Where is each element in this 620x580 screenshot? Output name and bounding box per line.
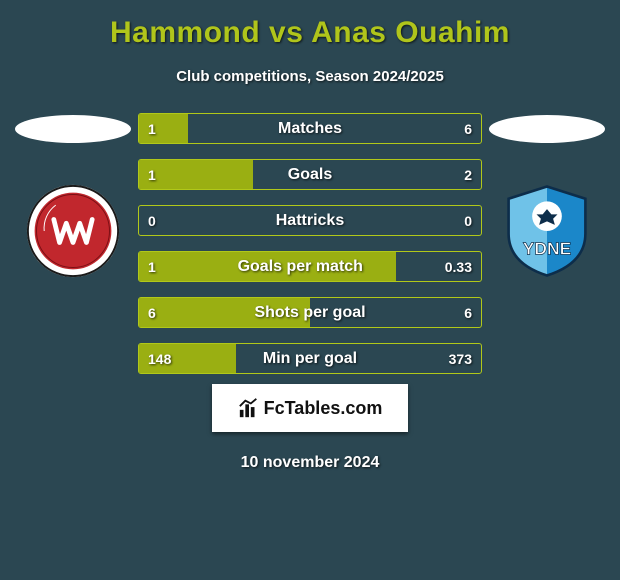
right-value: 6 [464, 305, 472, 321]
left-value: 1 [148, 121, 156, 137]
left-value: 0 [148, 213, 156, 229]
right-value: 6 [464, 121, 472, 137]
logo-text: FcTables.com [264, 398, 383, 419]
stat-label: Matches [278, 120, 342, 138]
chart-icon [238, 397, 260, 419]
stat-label: Min per goal [263, 350, 357, 368]
left-team-column [8, 113, 138, 279]
fctables-logo[interactable]: FcTables.com [212, 384, 408, 432]
subtitle: Club competitions, Season 2024/2025 [176, 68, 444, 85]
comparison-card: Hammond vs Anas Ouahim Club competitions… [0, 0, 620, 580]
sydney-fc-badge-icon: YDNE [499, 183, 595, 279]
left-team-badge [25, 183, 121, 279]
main-layout: 1 Matches 6 1 Goals 2 0 Hattricks 0 1 Goals per ma… [8, 113, 612, 374]
bar-overlay: 148 Min per goal 373 [138, 343, 482, 374]
right-value: 0 [464, 213, 472, 229]
stat-row: 1 Matches 6 [138, 113, 482, 144]
stat-row: 1 Goals per match 0.33 [138, 251, 482, 282]
left-value: 1 [148, 259, 156, 275]
page-title: Hammond vs Anas Ouahim [110, 16, 510, 50]
stat-row: 0 Hattricks 0 [138, 205, 482, 236]
stat-row: 1 Goals 2 [138, 159, 482, 190]
right-team-badge: YDNE [499, 183, 595, 279]
stat-label: Goals [288, 166, 332, 184]
svg-text:YDNE: YDNE [523, 239, 571, 259]
logo-content: FcTables.com [238, 397, 383, 419]
bar-overlay: 6 Shots per goal 6 [138, 297, 482, 328]
stat-row: 6 Shots per goal 6 [138, 297, 482, 328]
left-value: 6 [148, 305, 156, 321]
right-ellipse [489, 115, 605, 143]
right-team-column: YDNE [482, 113, 612, 279]
bar-overlay: 1 Goals 2 [138, 159, 482, 190]
left-value: 148 [148, 351, 171, 367]
left-value: 1 [148, 167, 156, 183]
bar-overlay: 1 Matches 6 [138, 113, 482, 144]
wanderers-badge-icon [25, 183, 121, 279]
bar-overlay: 1 Goals per match 0.33 [138, 251, 482, 282]
stat-label: Goals per match [238, 258, 363, 276]
bar-overlay: 0 Hattricks 0 [138, 205, 482, 236]
stat-bars: 1 Matches 6 1 Goals 2 0 Hattricks 0 1 Goals per ma… [138, 113, 482, 374]
stat-row: 148 Min per goal 373 [138, 343, 482, 374]
right-value: 0.33 [445, 259, 472, 275]
date-label: 10 november 2024 [241, 454, 380, 472]
right-value: 2 [464, 167, 472, 183]
left-ellipse [15, 115, 131, 143]
stat-label: Shots per goal [254, 304, 365, 322]
right-value: 373 [449, 351, 472, 367]
stat-label: Hattricks [276, 212, 344, 230]
